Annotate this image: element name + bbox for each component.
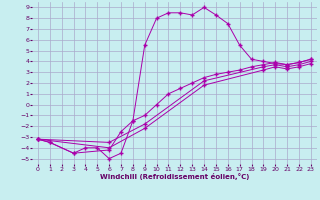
X-axis label: Windchill (Refroidissement éolien,°C): Windchill (Refroidissement éolien,°C) [100, 173, 249, 180]
